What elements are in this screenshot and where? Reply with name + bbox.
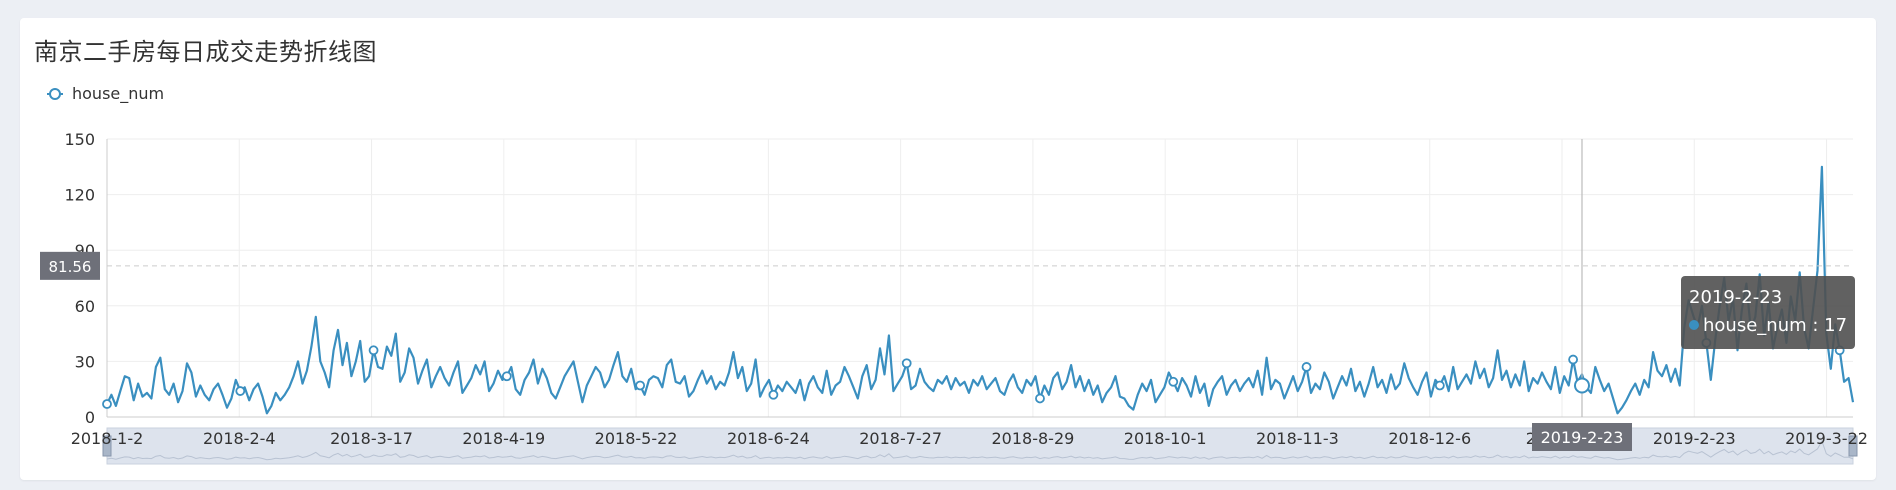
x-tick-label: 2018-6-24	[727, 429, 810, 448]
x-tick-label: 2018-3-17	[330, 429, 413, 448]
y-tick-label: 0	[85, 408, 95, 427]
data-point	[368, 345, 379, 356]
data-point	[501, 371, 512, 382]
data-point	[102, 399, 112, 409]
hover-point	[1573, 377, 1590, 394]
legend-circle-icon	[49, 88, 61, 100]
series-dot-icon	[1689, 320, 1699, 330]
x-tick-label: 2019-2-23	[1653, 429, 1736, 448]
x-readout-value: 2019-2-23	[1541, 428, 1624, 447]
x-tick-label: 2018-1-2	[71, 429, 144, 448]
x-tick-label: 2018-2-4	[203, 429, 276, 448]
chart-card: 南京二手房每日成交走势折线图	[20, 18, 1876, 480]
x-axis-labels: 2018-1-2 2018-2-4 2018-3-17 2018-4-19 2018-5…	[71, 423, 1868, 451]
data-point	[768, 389, 779, 400]
x-tick-label: 2018-7-27	[859, 429, 942, 448]
data-point	[235, 386, 246, 396]
y-readout-box	[40, 251, 100, 280]
y-tick-label: 120	[64, 186, 95, 205]
y-readout-value: 81.56	[49, 258, 92, 276]
data-point	[1434, 380, 1445, 391]
x-readout-box	[1531, 423, 1632, 451]
data-point	[1035, 393, 1045, 404]
axes	[106, 139, 1853, 418]
tooltip-entry: house_num : 17	[1689, 312, 1847, 340]
x-tick-label: 2018-8-29	[992, 429, 1075, 448]
x-tick-label: 2019-3-22	[1785, 429, 1868, 448]
tooltip: 2019-2-23 house_num : 17	[1681, 276, 1856, 349]
legend[interactable]: house_num	[47, 84, 164, 104]
data-point	[635, 380, 646, 391]
x-tick-label: 2018-10-1	[1124, 429, 1207, 448]
x-tick-label: 2018-11-3	[1256, 429, 1339, 448]
data-point	[1568, 354, 1579, 365]
y-tick-label: 150	[64, 130, 95, 149]
zoom-preview-line	[106, 439, 1854, 461]
x-tick-label: 2018-4-19	[462, 429, 545, 448]
data-point	[1301, 362, 1312, 372]
legend-label: house_num	[72, 84, 164, 104]
zoom-handle	[1848, 435, 1858, 457]
chart-title: 南京二手房每日成交走势折线图	[34, 38, 377, 66]
x-tick-label: 2018-12-6	[1388, 429, 1471, 448]
x-tick-label: 2018-5-22	[595, 429, 678, 448]
series-layer	[102, 165, 1855, 415]
series-line-house-num	[106, 165, 1855, 415]
data-point	[901, 358, 912, 369]
y-tick-label: 30	[75, 352, 95, 371]
hover-indicator: 81.56	[40, 139, 1853, 417]
tooltip-value: house_num : 17	[1703, 315, 1848, 336]
zoom-handle	[102, 435, 112, 457]
tooltip-date: 2019-2-23	[1689, 287, 1783, 308]
y-tick-label: 60	[75, 297, 95, 316]
data-point	[1168, 376, 1179, 387]
